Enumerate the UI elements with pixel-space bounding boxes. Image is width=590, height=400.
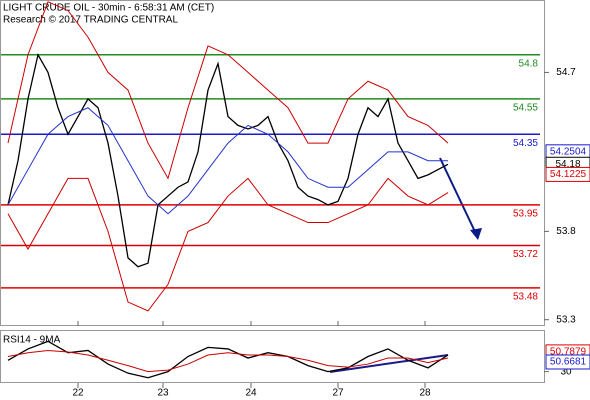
level-label: 54.55 [513, 103, 538, 114]
level-label: 53.95 [513, 209, 538, 220]
level-label: 54.8 [519, 58, 539, 69]
price-box [545, 166, 590, 182]
y-tick-label: 54.7 [556, 67, 576, 78]
price-label: 54.18 [555, 159, 580, 170]
y-tick-label: 53.3 [556, 314, 576, 325]
y-tick-label: 30 [560, 366, 572, 377]
series-line [7, 1, 449, 180]
level-label: 53.72 [513, 249, 538, 260]
chart-subtitle: Research © 2017 TRADING CENTRAL [3, 15, 178, 26]
rsi-title: RSI14 - 9MA [3, 335, 61, 346]
price-label: 54.1225 [550, 169, 587, 180]
price-box [545, 354, 590, 370]
x-tick-label: 27 [332, 388, 344, 399]
x-tick-label: 22 [72, 388, 84, 399]
price-label: 50.7879 [550, 347, 587, 358]
level-label: 54.35 [513, 138, 538, 149]
price-label: 54.2504 [550, 146, 587, 157]
arrow-head [470, 228, 482, 240]
x-tick-label: 23 [157, 388, 169, 399]
series-line [7, 349, 449, 373]
series-line [7, 340, 449, 379]
rsi-frame [0, 330, 545, 383]
series-line [7, 107, 448, 215]
trend-arrow [439, 157, 479, 239]
y-tick-label: 53.8 [556, 226, 576, 237]
chart-title: LIGHT CRUDE OIL - 30min - 6:58:31 AM (CE… [3, 3, 214, 14]
level-label: 53.48 [513, 292, 538, 303]
series-line [7, 177, 449, 312]
x-tick-label: 28 [419, 388, 431, 399]
price-label: 50.6681 [550, 357, 587, 368]
main-frame [0, 0, 545, 326]
rsi-trend-line [329, 354, 449, 373]
x-tick-label: 24 [245, 388, 257, 399]
